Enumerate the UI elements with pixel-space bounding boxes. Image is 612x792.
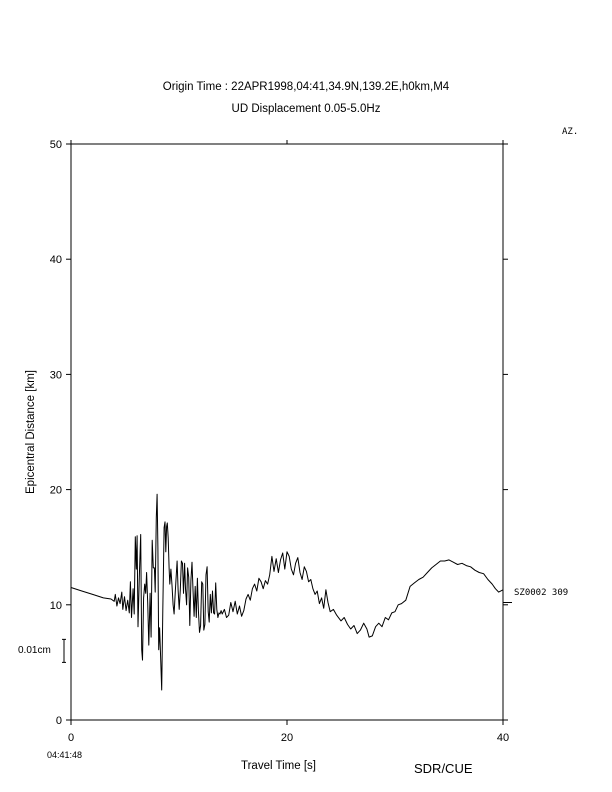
scale-bar-label: 0.01cm [18,645,51,656]
origin-clock-time: 04:41:48 [47,750,83,760]
x-tick-label: 0 [68,732,74,744]
x-axis-label: Travel Time [s] [241,760,316,772]
seismogram-trace [70,493,504,691]
y-tick-label: 40 [50,254,62,266]
credit-label: SDR/CUE [414,761,473,776]
y-tick-label: 10 [50,600,62,612]
azimuth-header: AZ. [562,127,579,137]
chart-title: Origin Time : 22APR1998,04:41,34.9N,139.… [162,81,450,93]
y-tick-label: 30 [50,369,62,381]
station-label: SZ0002 309 [514,588,569,598]
x-tick-label: 40 [497,732,509,744]
x-tick-label: 20 [281,732,293,744]
plot-frame [70,143,504,721]
y-tick-label: 50 [50,139,62,151]
y-tick-label: 0 [56,715,62,727]
y-tick-label: 20 [50,485,62,497]
chart-subtitle: UD Displacement 0.05-5.0Hz [231,103,381,115]
